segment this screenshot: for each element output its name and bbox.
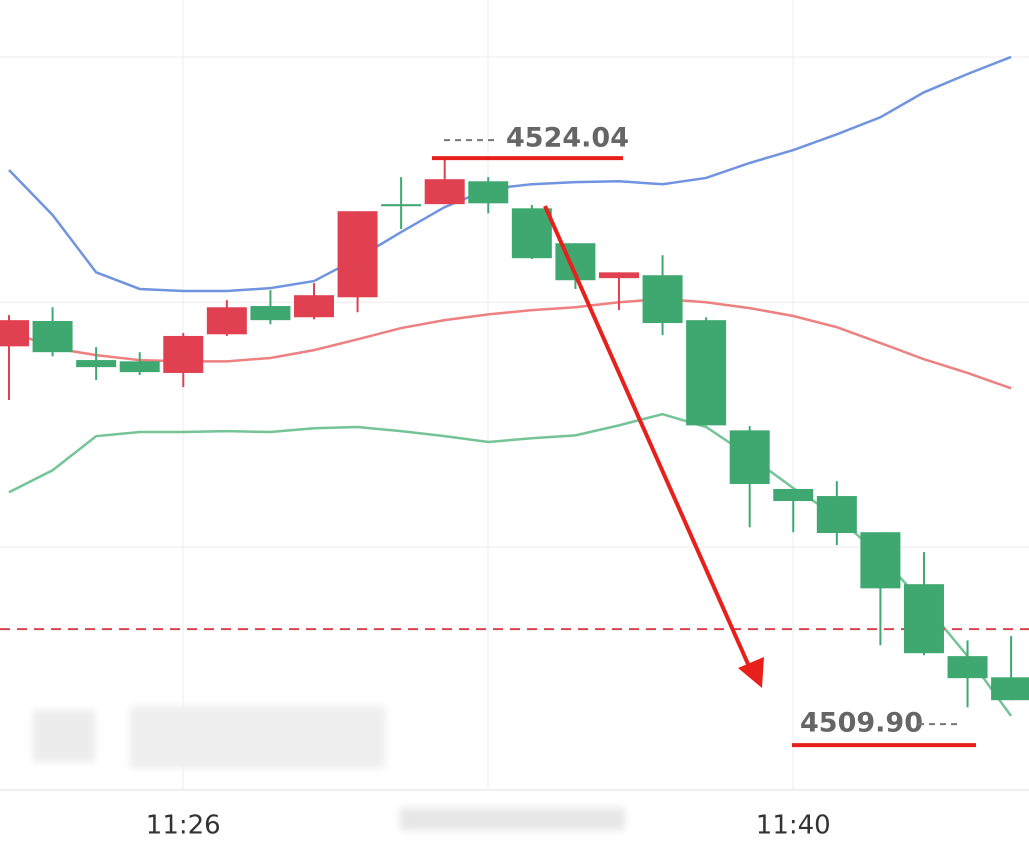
candle-body [76,360,117,368]
redacted-area [33,706,625,830]
candle-body [468,181,509,204]
candle-body [947,656,988,679]
candle-body [32,320,73,353]
candle-body [773,488,814,502]
candle-body [729,430,770,484]
candle-body [337,211,378,298]
candle-body [424,179,465,205]
candle-body [0,320,29,347]
candle-body [119,361,160,373]
candle-body [991,677,1029,701]
x-tick-label: 11:40 [756,811,831,841]
candle-body [250,306,291,321]
trend-arrow [543,205,764,688]
candle-body [860,532,901,589]
candle-body [903,584,944,654]
x-tick-label: 11:26 [146,811,221,841]
candle-body [816,496,857,534]
band-line [8,297,1012,390]
candle-body [206,307,247,335]
candle-body [686,320,727,426]
candle-body [511,208,552,259]
candle-body [642,275,683,324]
candle-body [163,335,204,373]
annotation-label: 4509.90 [800,708,923,739]
candle-body [381,204,422,207]
candle-body [598,272,639,279]
band-line [8,55,1012,293]
candle-body [293,295,334,318]
annotation-label: 4524.04 [506,123,629,154]
